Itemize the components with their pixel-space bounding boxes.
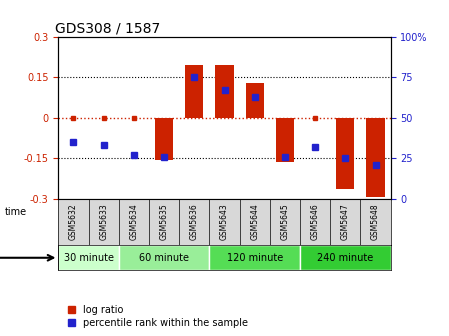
- Text: time: time: [4, 207, 26, 217]
- Text: GSM5648: GSM5648: [371, 204, 380, 240]
- Text: 120 minute: 120 minute: [227, 253, 283, 263]
- Bar: [276, 118, 294, 162]
- Text: 30 minute: 30 minute: [64, 253, 114, 263]
- Text: GSM5646: GSM5646: [311, 204, 320, 240]
- Bar: [336, 118, 354, 190]
- Bar: [366, 118, 385, 198]
- Text: GSM5635: GSM5635: [159, 204, 168, 240]
- Text: GSM5643: GSM5643: [220, 204, 229, 240]
- Legend: log ratio, percentile rank within the sample: log ratio, percentile rank within the sa…: [68, 305, 248, 328]
- Text: 60 minute: 60 minute: [139, 253, 189, 263]
- Bar: [155, 118, 173, 160]
- Text: GSM5647: GSM5647: [341, 204, 350, 240]
- Text: 240 minute: 240 minute: [317, 253, 374, 263]
- Bar: [185, 65, 203, 118]
- Text: GSM5632: GSM5632: [69, 204, 78, 240]
- Text: GSM5636: GSM5636: [190, 204, 199, 240]
- Text: GDS308 / 1587: GDS308 / 1587: [55, 22, 160, 36]
- Text: GSM5645: GSM5645: [281, 204, 290, 240]
- Text: GSM5644: GSM5644: [250, 204, 259, 240]
- Bar: [119, 245, 209, 270]
- Bar: [209, 245, 300, 270]
- Text: GSM5633: GSM5633: [99, 204, 108, 240]
- Text: GSM5634: GSM5634: [129, 204, 138, 240]
- Bar: [216, 65, 233, 118]
- Bar: [58, 245, 119, 270]
- Bar: [300, 245, 391, 270]
- Bar: [246, 83, 264, 118]
